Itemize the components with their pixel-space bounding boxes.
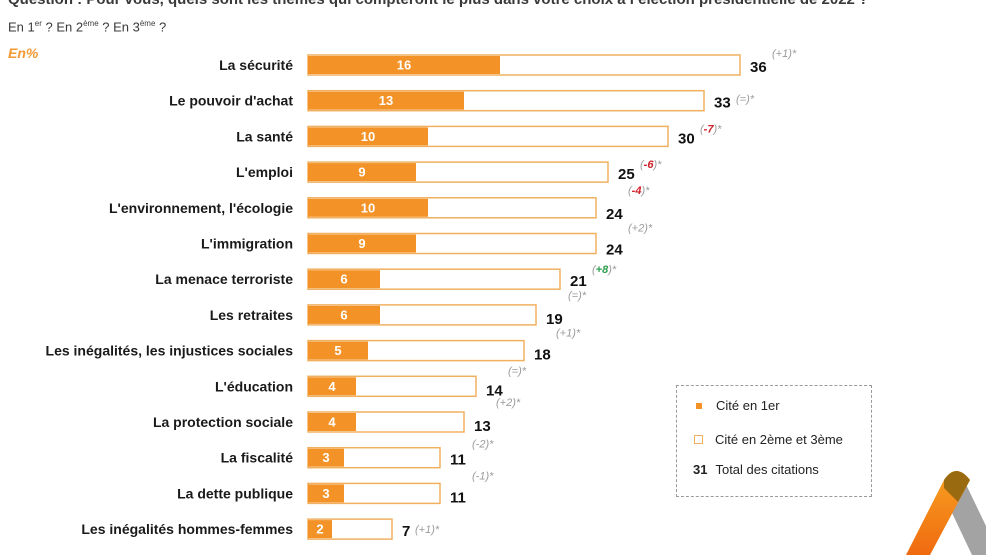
evolution-label: (+2)* xyxy=(628,223,653,235)
bar-first xyxy=(308,163,416,182)
legend-item-first: Cité en 1er xyxy=(693,398,780,413)
category-label: La protection sociale xyxy=(153,414,293,430)
evolution-label: (-4)* xyxy=(628,185,650,197)
category-label: Les inégalités, les injustices sociales xyxy=(46,343,294,359)
evolution-label: (=)* xyxy=(736,94,755,106)
subtitle-sup: er xyxy=(34,19,42,28)
total-value-label: 18 xyxy=(534,347,551,364)
category-label: La fiscalité xyxy=(221,450,294,466)
brand-logo-icon xyxy=(906,471,986,555)
total-value-label: 25 xyxy=(618,166,635,183)
legend-item-second-third: Cité en 2ème et 3ème xyxy=(693,432,843,447)
subtitle-part: En 1 xyxy=(8,19,35,35)
legend-total-value: 31 xyxy=(693,462,708,477)
bar-first xyxy=(308,520,332,539)
total-value-label: 14 xyxy=(486,382,503,399)
bar-first xyxy=(308,377,356,396)
bar-first xyxy=(308,484,344,503)
legend-label-first: Cité en 1er xyxy=(716,398,780,413)
category-label: La sécurité xyxy=(219,57,293,73)
subtitle-part: ? xyxy=(155,19,167,35)
total-value-label: 33 xyxy=(714,95,731,112)
total-value-label: 36 xyxy=(750,59,767,76)
evolution-label: (+8)* xyxy=(592,264,617,276)
evolution-label: (-7)* xyxy=(700,123,722,135)
evolution-label: (+2)* xyxy=(496,397,521,409)
evolution-label: (-1)* xyxy=(472,470,494,482)
bar-first-label: 10 xyxy=(361,200,375,215)
subtitle-part: ? En 3 xyxy=(98,19,140,35)
total-value-label: 19 xyxy=(546,311,563,328)
bar-first-label: 4 xyxy=(328,379,336,394)
subtitle-sup: ème xyxy=(83,19,99,28)
total-value-label: 7 xyxy=(402,523,410,540)
unit-label: En% xyxy=(8,45,39,61)
bar-first-label: 13 xyxy=(379,93,393,108)
subtitle-part: ? En 2 xyxy=(41,19,84,35)
category-label: L'environnement, l'écologie xyxy=(109,200,293,216)
bar-first-label: 16 xyxy=(397,58,411,73)
bar-first-label: 9 xyxy=(358,165,365,180)
total-value-label: 24 xyxy=(606,206,623,223)
total-value-label: 13 xyxy=(474,418,491,435)
category-label: La santé xyxy=(236,128,293,144)
bar-first-label: 3 xyxy=(322,486,329,501)
bar-first-label: 4 xyxy=(328,415,336,430)
legend: Cité en 1er Cité en 2ème et 3ème 31 Tota… xyxy=(676,385,872,497)
bar-first xyxy=(308,448,344,467)
bar-first-label: 5 xyxy=(334,343,341,358)
bar-first-label: 3 xyxy=(322,450,329,465)
bar-first xyxy=(308,198,428,217)
bar-first xyxy=(308,270,380,289)
total-value-label: 11 xyxy=(450,452,466,469)
evolution-label: (+1)* xyxy=(556,328,581,340)
legend-label-total: Total des citations xyxy=(715,462,819,477)
total-value-label: 11 xyxy=(450,489,466,506)
evolution-label: (-2)* xyxy=(472,439,494,451)
category-label: L'emploi xyxy=(236,164,293,180)
evolution-label: (=)* xyxy=(508,365,527,377)
bar-first-label: 9 xyxy=(358,236,365,251)
question-subtitle: En 1er ? En 2ème ? En 3ème ? xyxy=(8,19,166,34)
category-label: Les retraites xyxy=(210,307,293,323)
bar-first xyxy=(308,127,428,146)
total-value-label: 21 xyxy=(570,273,587,290)
legend-swatch-filled xyxy=(696,402,702,409)
legend-label-second-third: Cité en 2ème et 3ème xyxy=(715,432,843,447)
evolution-label: (+1)* xyxy=(772,48,797,60)
category-label: Les inégalités hommes-femmes xyxy=(81,521,293,537)
bar-first xyxy=(308,91,464,110)
bar-first-label: 10 xyxy=(361,129,375,144)
bar-first xyxy=(308,56,500,74)
bar-first-label: 2 xyxy=(316,522,323,537)
bar-first xyxy=(308,413,356,431)
bar-first-label: 6 xyxy=(340,307,347,322)
question-title: Question : Pour vous, quels sont les thè… xyxy=(8,0,868,8)
legend-swatch-outline xyxy=(694,435,703,444)
subtitle-sup: ème xyxy=(139,19,156,28)
evolution-label: (=)* xyxy=(568,290,587,302)
bar-first xyxy=(308,234,416,253)
category-label: La dette publique xyxy=(177,485,293,501)
total-value-label: 24 xyxy=(606,242,623,259)
category-label: L'éducation xyxy=(215,378,293,394)
category-label: La menace terroriste xyxy=(155,271,293,287)
legend-item-total: 31 Total des citations xyxy=(693,462,819,477)
bar-first xyxy=(308,305,380,324)
category-label: Le pouvoir d'achat xyxy=(169,93,293,109)
bar-first-label: 6 xyxy=(340,272,347,287)
bar-first xyxy=(308,341,368,360)
evolution-label: (+1)* xyxy=(415,524,440,536)
total-value-label: 30 xyxy=(678,130,695,147)
category-label: L'immigration xyxy=(201,236,293,252)
evolution-label: (-6)* xyxy=(640,159,662,171)
